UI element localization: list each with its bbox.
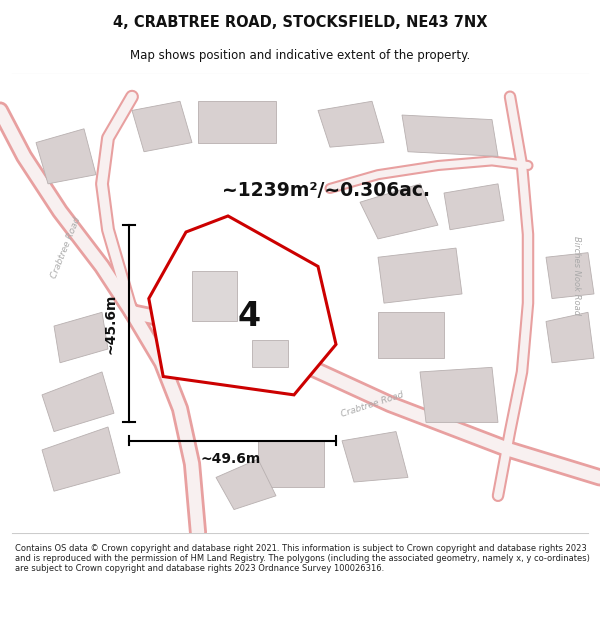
Polygon shape [546, 312, 594, 362]
Polygon shape [258, 441, 324, 487]
Polygon shape [378, 312, 444, 358]
Text: Contains OS data © Crown copyright and database right 2021. This information is : Contains OS data © Crown copyright and d… [15, 544, 590, 573]
Text: 4: 4 [238, 301, 260, 333]
Polygon shape [42, 427, 120, 491]
Text: Birches Nook Road: Birches Nook Road [571, 236, 581, 315]
Text: 4, CRABTREE ROAD, STOCKSFIELD, NE43 7NX: 4, CRABTREE ROAD, STOCKSFIELD, NE43 7NX [113, 14, 487, 29]
Text: Crabtree Road: Crabtree Road [340, 389, 404, 418]
Polygon shape [444, 184, 504, 230]
Polygon shape [342, 432, 408, 482]
Polygon shape [149, 216, 336, 395]
Polygon shape [252, 340, 288, 367]
Polygon shape [132, 101, 192, 152]
Text: ~49.6m: ~49.6m [201, 452, 261, 466]
Polygon shape [420, 368, 498, 423]
Text: ~45.6m: ~45.6m [104, 294, 118, 354]
Text: Map shows position and indicative extent of the property.: Map shows position and indicative extent… [130, 49, 470, 62]
Polygon shape [402, 115, 498, 156]
Polygon shape [360, 184, 438, 239]
Polygon shape [36, 129, 96, 184]
Polygon shape [546, 253, 594, 299]
Polygon shape [318, 101, 384, 147]
Polygon shape [216, 459, 276, 509]
Polygon shape [198, 101, 276, 142]
Polygon shape [378, 248, 462, 303]
Polygon shape [42, 372, 114, 432]
Text: ~1239m²/~0.306ac.: ~1239m²/~0.306ac. [222, 181, 430, 200]
Text: Crabtree Road: Crabtree Road [50, 216, 82, 280]
Polygon shape [192, 271, 237, 321]
Polygon shape [54, 312, 108, 362]
